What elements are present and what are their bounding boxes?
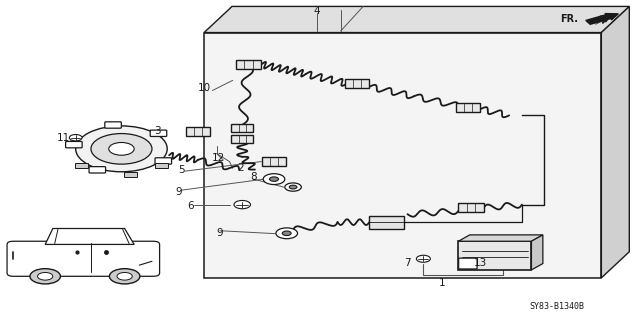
FancyBboxPatch shape <box>105 122 121 128</box>
Circle shape <box>109 142 134 155</box>
Text: 11: 11 <box>56 133 69 143</box>
FancyBboxPatch shape <box>231 135 254 143</box>
Circle shape <box>38 272 53 280</box>
FancyBboxPatch shape <box>459 241 531 270</box>
Polygon shape <box>204 33 601 278</box>
Bar <box>124 172 137 177</box>
FancyBboxPatch shape <box>185 127 210 136</box>
Text: 5: 5 <box>178 164 185 174</box>
Polygon shape <box>601 6 629 278</box>
Circle shape <box>417 255 431 262</box>
FancyBboxPatch shape <box>456 103 480 112</box>
Polygon shape <box>45 228 134 244</box>
Circle shape <box>110 269 140 284</box>
Polygon shape <box>459 235 543 241</box>
Circle shape <box>269 177 278 181</box>
Bar <box>75 163 88 168</box>
Circle shape <box>263 174 285 185</box>
Text: 2: 2 <box>238 163 244 173</box>
Text: 4: 4 <box>313 6 320 16</box>
Text: 3: 3 <box>154 126 161 136</box>
Circle shape <box>91 133 152 164</box>
Circle shape <box>69 134 82 141</box>
Text: 8: 8 <box>250 172 257 182</box>
FancyBboxPatch shape <box>262 157 286 166</box>
FancyBboxPatch shape <box>7 241 160 276</box>
FancyBboxPatch shape <box>459 258 477 269</box>
Text: 13: 13 <box>474 258 487 268</box>
FancyBboxPatch shape <box>236 60 261 69</box>
Text: 9: 9 <box>175 187 182 197</box>
Polygon shape <box>531 235 543 270</box>
Text: SY83-B1340B: SY83-B1340B <box>529 302 584 311</box>
Circle shape <box>285 183 301 191</box>
FancyBboxPatch shape <box>150 130 167 136</box>
Text: 9: 9 <box>217 228 224 238</box>
Circle shape <box>276 228 297 239</box>
Circle shape <box>30 269 61 284</box>
FancyBboxPatch shape <box>231 124 254 132</box>
FancyBboxPatch shape <box>369 216 404 228</box>
FancyBboxPatch shape <box>345 79 369 88</box>
FancyBboxPatch shape <box>89 167 106 173</box>
Text: FR.: FR. <box>560 14 578 24</box>
FancyArrow shape <box>586 13 619 24</box>
Text: 1: 1 <box>439 278 446 288</box>
Text: 10: 10 <box>197 83 211 93</box>
Text: 7: 7 <box>404 258 411 268</box>
Text: 6: 6 <box>187 201 194 211</box>
Polygon shape <box>204 6 629 33</box>
FancyBboxPatch shape <box>459 203 483 212</box>
Circle shape <box>76 126 168 172</box>
Bar <box>155 163 168 168</box>
Text: 12: 12 <box>211 153 225 163</box>
Circle shape <box>117 272 132 280</box>
Circle shape <box>289 185 297 189</box>
Circle shape <box>234 200 250 209</box>
FancyBboxPatch shape <box>66 141 82 148</box>
Circle shape <box>282 231 291 236</box>
FancyBboxPatch shape <box>155 158 171 164</box>
